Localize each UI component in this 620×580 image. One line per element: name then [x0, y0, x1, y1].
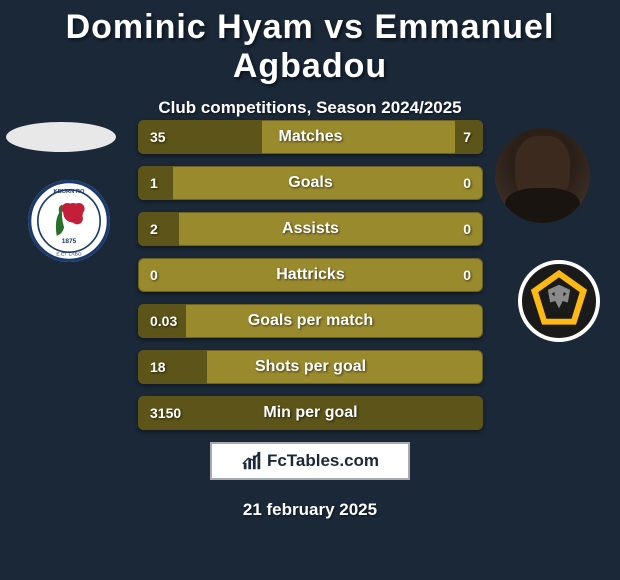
stat-bar-label: Goals [138, 166, 483, 200]
svg-text:KBURN RO: KBURN RO [54, 189, 85, 195]
svg-text:E ET LABO: E ET LABO [56, 251, 81, 257]
stat-bar-label: Min per goal [138, 396, 483, 430]
stat-value-left: 35 [150, 120, 166, 154]
chart-icon [241, 450, 263, 472]
stat-value-left: 0 [150, 258, 158, 292]
stat-value-left: 0.03 [150, 304, 177, 338]
stat-bar: Assists2 0 [138, 212, 483, 246]
stat-value-left: 2 [150, 212, 158, 246]
player-photo-left [6, 122, 116, 152]
stat-value-left: 18 [150, 350, 166, 384]
stat-bar: Goals1 0 [138, 166, 483, 200]
stat-bar-label: Shots per goal [138, 350, 483, 384]
svg-text:1875: 1875 [62, 238, 77, 245]
stats-bars: Matches357Goals10Assists20Hattricks00Goa… [138, 120, 483, 442]
stat-value-right: 0 [463, 212, 471, 246]
stat-value-left: 3150 [150, 396, 181, 430]
stat-bar: Min per goal3150 [138, 396, 483, 430]
player-photo-right [495, 128, 590, 223]
brand-text: FcTables.com [267, 451, 379, 471]
stat-bar-label: Goals per match [138, 304, 483, 338]
stat-bar: Matches35 7 [138, 120, 483, 154]
comparison-date: 21 february 2025 [0, 500, 620, 520]
stat-bar-label: Assists [138, 212, 483, 246]
stat-value-right: 7 [463, 120, 471, 154]
comparison-title: Dominic Hyam vs Emmanuel Agbadou [0, 0, 620, 86]
stat-bar-label: Hattricks [138, 258, 483, 292]
stat-bar-label: Matches [138, 120, 483, 154]
club-badge-right [518, 260, 600, 342]
stat-value-left: 1 [150, 166, 158, 200]
stat-bar: Shots per goal18 [138, 350, 483, 384]
comparison-subtitle: Club competitions, Season 2024/2025 [0, 98, 620, 118]
brand-box: FcTables.com [210, 442, 410, 480]
stat-bar: Goals per match0.03 [138, 304, 483, 338]
stat-value-right: 0 [463, 258, 471, 292]
club-badge-left: KBURN RO E ET LABO 1875 [28, 180, 110, 262]
stat-value-right: 0 [463, 166, 471, 200]
stat-bar: Hattricks0 0 [138, 258, 483, 292]
